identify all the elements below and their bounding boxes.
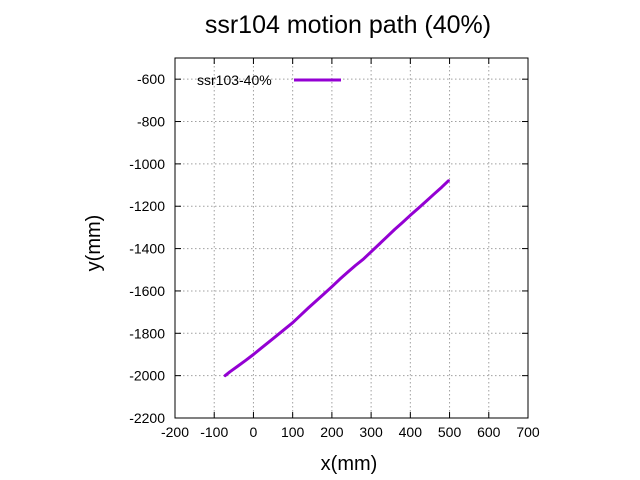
plot-frame (174, 57, 529, 419)
x-tick-label: 400 (399, 424, 423, 440)
x-tick-label: 700 (516, 424, 540, 440)
x-tick-label: 500 (438, 424, 462, 440)
legend-label: ssr103-40% (197, 72, 272, 88)
y-tick-label: -1800 (129, 325, 165, 341)
grid (175, 58, 528, 418)
x-tick-label: -200 (161, 424, 189, 440)
x-tick-label: 200 (320, 424, 344, 440)
x-tick-label: 100 (281, 424, 305, 440)
y-tick-label: -1000 (129, 156, 165, 172)
y-tick-label: -800 (137, 114, 165, 130)
chart-title: ssr104 motion path (40%) (205, 11, 491, 39)
y-tick-label: -2000 (129, 368, 165, 384)
tick-labels: -200 -100 0 100 200 300 400 500 600 700-2200-2000… (129, 71, 540, 440)
legend: ssr103-40% (197, 72, 341, 88)
x-axis-label: x(mm) (321, 453, 378, 475)
x-tick-label: 0 (250, 424, 258, 440)
x-tick-label: -100 (200, 424, 228, 440)
y-tick-label: -2200 (129, 410, 165, 426)
y-tick-label: -1600 (129, 283, 165, 299)
x-tick-label: 600 (477, 424, 501, 440)
series-line (223, 179, 450, 378)
y-tick-label: -1200 (129, 198, 165, 214)
x-tick-label: 300 (359, 424, 383, 440)
y-axis-label: y(mm) (83, 215, 105, 272)
axis-ticks (174, 58, 529, 419)
y-tick-label: -1400 (129, 241, 165, 257)
y-tick-label: -600 (137, 71, 165, 87)
